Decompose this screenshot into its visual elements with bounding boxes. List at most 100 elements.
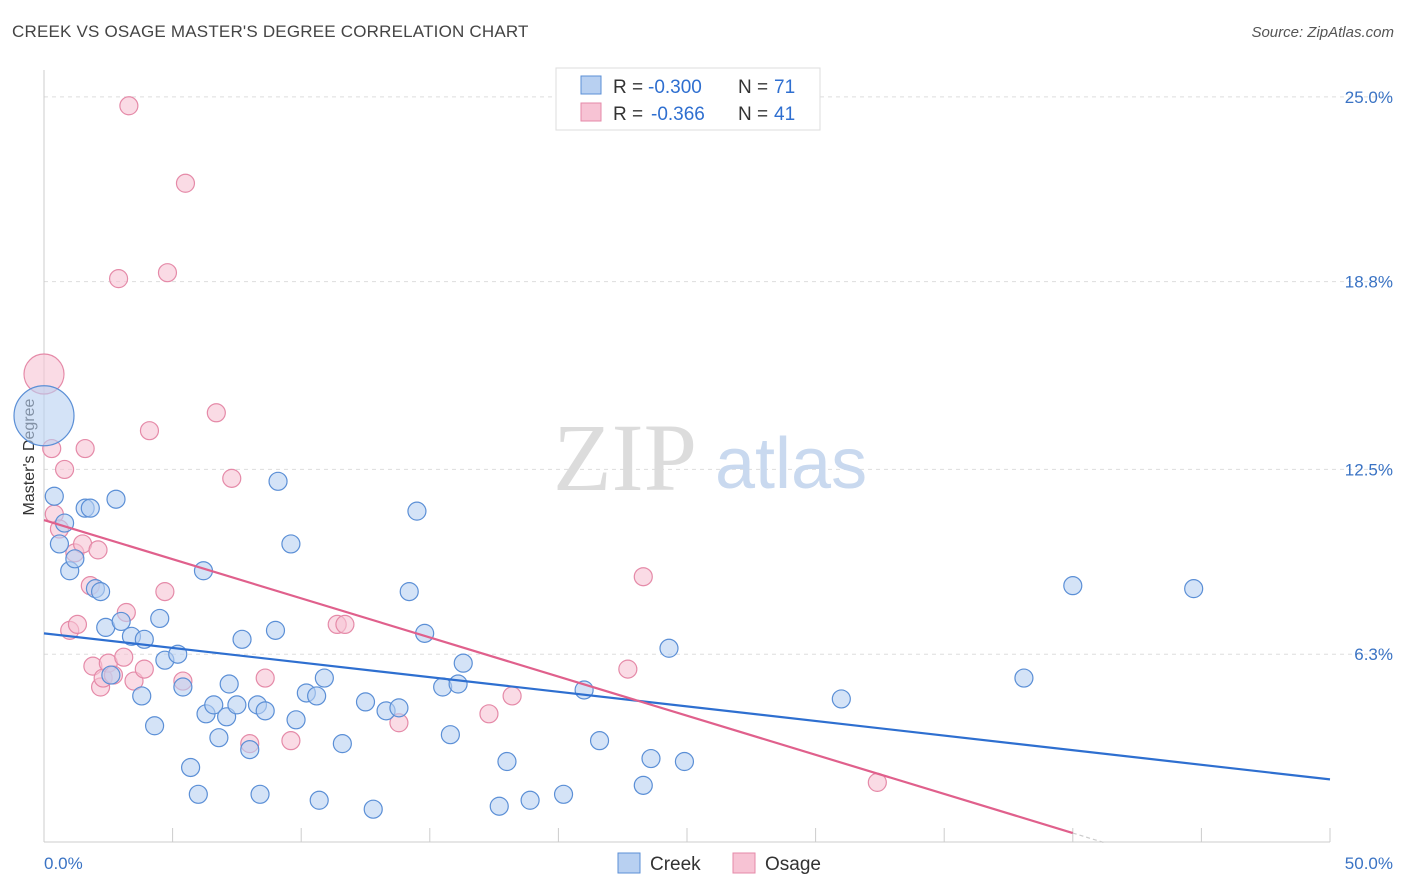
- osage-point-24: [155, 582, 175, 602]
- osage-point-31: [255, 668, 275, 688]
- osage-trend-extension: [1072, 832, 1107, 844]
- osage-point-28: [206, 403, 226, 423]
- creek-point-59: [553, 784, 574, 804]
- creek-point-44: [332, 734, 352, 754]
- legend-creek-n-value: 71: [774, 77, 795, 98]
- legend-osage-n-value: 41: [774, 104, 795, 125]
- creek-point-52: [433, 677, 453, 697]
- osage-point-29: [222, 468, 242, 488]
- bottom-legend-osage-swatch: [732, 852, 756, 874]
- watermark-zip: ZIP: [553, 404, 697, 511]
- creek-point-37: [268, 471, 288, 491]
- creek-point-41: [307, 686, 327, 706]
- osage-point-22: [134, 659, 154, 679]
- creek-point-29: [219, 674, 239, 694]
- creek-point-36: [265, 620, 286, 640]
- osage-point-32: [281, 731, 301, 751]
- creek-point-69: [1184, 579, 1204, 599]
- legend-creek-swatch: [580, 75, 602, 95]
- chart-source: Source: ZipAtlas.com: [1251, 24, 1394, 41]
- creek-point-45: [355, 692, 376, 712]
- creek-point-64: [659, 638, 679, 658]
- legend-creek-n-label: N =: [738, 77, 768, 98]
- creek-point-48: [389, 698, 409, 718]
- osage-point-4: [54, 459, 75, 480]
- osage-point-9: [75, 438, 95, 459]
- watermark: ZIP atlas: [553, 404, 867, 511]
- creek-point-67: [1014, 668, 1034, 688]
- creek-point-21: [173, 677, 193, 697]
- creek-point-5: [65, 549, 85, 569]
- osage-point-18: [114, 647, 134, 667]
- x-tick-labels: 0.0% 50.0%: [44, 854, 1393, 873]
- y-tick-label-0: 6.3%: [1354, 645, 1393, 664]
- osage-point-23: [139, 421, 160, 441]
- y-tick-label-3: 25.0%: [1345, 88, 1393, 107]
- creek-point-55: [453, 653, 473, 673]
- osage-point-34: [335, 614, 355, 635]
- creek-point-50: [407, 501, 427, 521]
- osage-trend-line: [43, 519, 1074, 835]
- creek-point-53: [440, 725, 460, 745]
- legend: R = -0.300 N = 71 R = -0.366 N = 41: [555, 67, 821, 131]
- creek-point-56: [489, 796, 509, 816]
- creek-point-66: [831, 689, 851, 709]
- x-tick-label-max: 50.0%: [1345, 854, 1393, 873]
- creek-point-12: [106, 489, 126, 509]
- creek-point-18: [150, 608, 170, 629]
- chart-title: CREEK VS OSAGE MASTER'S DEGREE CORRELATI…: [12, 22, 529, 41]
- creek-point-54: [448, 674, 468, 694]
- creek-point-35: [255, 701, 275, 721]
- y-tick-labels: 6.3% 12.5% 18.8% 25.0%: [1345, 88, 1393, 664]
- creek-point-42: [309, 790, 329, 810]
- creek-point-58: [520, 790, 540, 810]
- osage-point-25: [157, 263, 178, 283]
- osage-point-39: [633, 567, 653, 587]
- watermark-atlas: atlas: [715, 424, 867, 504]
- creek-point-26: [204, 695, 224, 715]
- creek-point-7: [80, 498, 100, 518]
- data-points: [13, 96, 1204, 819]
- creek-point-63: [641, 748, 661, 769]
- creek-point-38: [281, 534, 301, 554]
- osage-point-17: [108, 269, 129, 289]
- creek-point-46: [363, 799, 383, 819]
- creek-point-13: [111, 611, 131, 632]
- y-tick-label-1: 12.5%: [1345, 460, 1393, 479]
- bottom-legend-creek-label: Creek: [650, 854, 701, 875]
- x-tick-label-min: 0.0%: [44, 854, 83, 873]
- creek-point-62: [633, 775, 653, 795]
- trend-lines: [43, 519, 1331, 844]
- legend-creek-r-value: -0.300: [648, 77, 702, 98]
- osage-point-20: [119, 96, 139, 116]
- bottom-legend-osage-label: Osage: [765, 854, 821, 875]
- creek-point-61: [589, 731, 610, 751]
- creek-point-34: [250, 784, 270, 804]
- creek-point-17: [144, 716, 165, 736]
- legend-osage-r-label: R =: [613, 104, 643, 125]
- creek-point-43: [314, 668, 334, 688]
- osage-point-37: [502, 686, 522, 706]
- creek-trend-line: [43, 632, 1331, 781]
- creek-point-23: [188, 784, 208, 804]
- creek-point-49: [399, 582, 419, 602]
- creek-point-68: [1063, 576, 1083, 596]
- creek-point-15: [132, 686, 152, 706]
- creek-point-65: [674, 751, 695, 772]
- creek-point-22: [181, 757, 201, 778]
- osage-point-27: [175, 173, 196, 193]
- osage-point-12: [88, 540, 108, 560]
- osage-point-36: [479, 704, 499, 724]
- legend-osage-n-label: N =: [738, 104, 768, 125]
- bottom-legend-creek-swatch: [617, 852, 641, 874]
- creek-point-9: [90, 582, 111, 602]
- bottom-legend: Creek Osage: [617, 852, 821, 875]
- creek-point-11: [101, 665, 121, 685]
- creek-point-32: [240, 739, 260, 760]
- legend-creek-r-label: R =: [613, 77, 643, 98]
- creek-point-2: [49, 534, 70, 554]
- creek-point-39: [286, 710, 306, 730]
- creek-point-31: [232, 629, 252, 649]
- y-tick-label-2: 18.8%: [1345, 273, 1393, 292]
